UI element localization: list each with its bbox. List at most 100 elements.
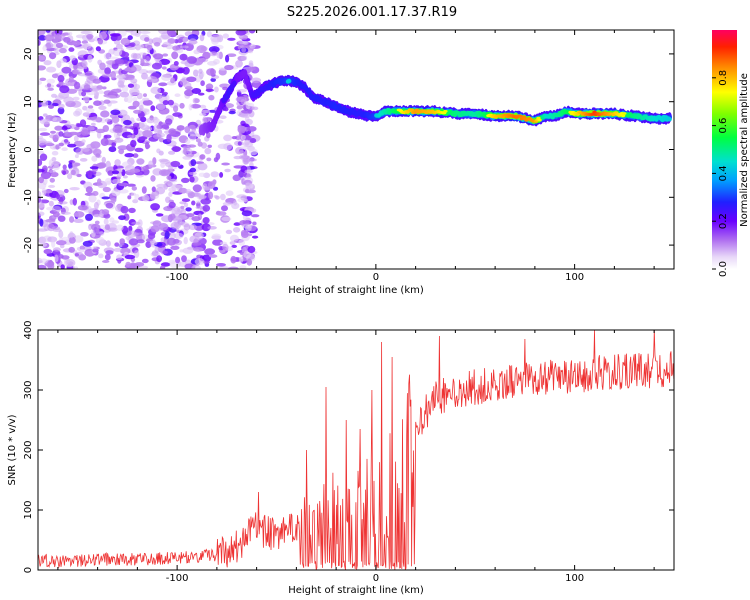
heatmap-noise-blob xyxy=(193,210,204,216)
heatmap-noise-blob xyxy=(80,129,91,136)
heatmap-noise-blob xyxy=(231,136,238,140)
heatmap-noise-blob xyxy=(148,38,153,45)
heatmap-noise-blob xyxy=(39,118,51,125)
heatmap-noise-blob xyxy=(132,153,139,158)
heatmap-noise-blob xyxy=(93,201,99,210)
heatmap-noise-blob xyxy=(54,125,63,131)
heatmap-ridge-cell xyxy=(287,78,292,84)
heatmap-ridge-cell xyxy=(443,109,448,113)
heatmap-noise-blob xyxy=(104,224,110,231)
heatmap-noise-blob xyxy=(111,170,120,175)
heatmap-noise-blob xyxy=(79,249,85,253)
heatmap-noise-blob xyxy=(190,159,197,167)
heatmap-noise-blob xyxy=(153,128,159,134)
heatmap-noise-blob xyxy=(68,236,76,244)
heatmap-noise-blob xyxy=(244,169,253,174)
heatmap-noise-blob xyxy=(147,233,156,240)
heatmap-noise-blob xyxy=(200,198,211,205)
heatmap-noise-blob xyxy=(161,66,167,70)
heatmap-noise-blob xyxy=(222,201,233,206)
heatmap-noise-blob xyxy=(69,216,75,223)
heatmap-noise-blob xyxy=(202,51,211,60)
heatmap-noise-blob xyxy=(158,82,168,87)
heatmap-ytick-label: -20 xyxy=(23,237,34,253)
heatmap-noise-blob xyxy=(130,64,142,72)
heatmap-noise-blob xyxy=(201,223,211,232)
heatmap-ridge-cell xyxy=(667,117,672,122)
heatmap-noise-blob xyxy=(188,38,197,45)
heatmap-noise-blob xyxy=(233,227,241,233)
heatmap-noise-blob xyxy=(219,115,227,119)
heatmap-noise-blob xyxy=(49,169,56,174)
heatmap-noise-blob xyxy=(146,76,158,83)
snr-ytick-label: 400 xyxy=(23,320,34,339)
heatmap-noise-blob xyxy=(104,253,111,261)
heatmap-noise-blob xyxy=(221,162,231,166)
heatmap-noise-blob xyxy=(161,91,168,96)
heatmap-ytick-label: 0 xyxy=(23,146,34,152)
heatmap-noise-blob xyxy=(102,260,110,263)
heatmap-ridge-cell xyxy=(620,114,626,118)
heatmap-noise-blob xyxy=(69,55,76,61)
heatmap-noise-blob xyxy=(199,112,207,117)
heatmap-noise-blob xyxy=(86,143,96,150)
heatmap-ylabel: Frequency (Hz) xyxy=(7,112,18,188)
heatmap-noise-blob xyxy=(130,78,138,84)
heatmap-noise-blob xyxy=(187,148,193,156)
heatmap-noise-blob xyxy=(151,250,159,257)
heatmap-noise-blob xyxy=(38,202,45,209)
heatmap-noise-blob xyxy=(51,161,61,166)
heatmap-noise-blob xyxy=(116,254,123,260)
heatmap-noise-blob xyxy=(60,211,71,215)
heatmap-noise-blob xyxy=(61,66,72,74)
snr-xtick-label: 0 xyxy=(373,573,379,584)
heatmap-noise-blob xyxy=(38,65,46,71)
heatmap-noise-blob xyxy=(138,44,145,49)
heatmap-noise-blob xyxy=(47,87,54,91)
heatmap-noise-blob xyxy=(155,213,164,217)
heatmap-noise-blob xyxy=(238,239,246,246)
heatmap-noise-blob xyxy=(82,240,93,247)
heatmap-noise-blob xyxy=(205,88,214,92)
heatmap-noise-blob xyxy=(72,69,79,75)
heatmap-noise-blob xyxy=(62,164,67,170)
heatmap-noise-blob xyxy=(88,37,95,43)
heatmap-noise-blob xyxy=(43,60,52,66)
heatmap-noise-blob xyxy=(127,35,133,41)
heatmap-noise-blob xyxy=(39,218,44,227)
heatmap-noise-blob xyxy=(107,170,114,176)
heatmap-noise-blob xyxy=(162,250,168,255)
heatmap-noise-blob xyxy=(218,266,230,269)
heatmap-noise-blob xyxy=(81,147,90,152)
heatmap-noise-blob xyxy=(67,173,73,180)
heatmap-noise-blob xyxy=(231,244,237,248)
heatmap-noise-blob xyxy=(68,76,74,83)
heatmap-noise-blob xyxy=(200,142,208,149)
heatmap-noise-blob xyxy=(57,106,65,115)
heatmap-noise-blob xyxy=(166,30,176,36)
heatmap-noise-blob xyxy=(39,77,47,82)
heatmap-noise-blob xyxy=(231,202,240,210)
heatmap-noise-blob xyxy=(68,47,75,52)
heatmap-noise-blob xyxy=(114,40,121,45)
heatmap-noise-blob xyxy=(251,214,260,218)
heatmap-noise xyxy=(38,30,262,269)
heatmap-noise-blob xyxy=(168,191,173,197)
heatmap-noise-blob xyxy=(127,195,132,200)
heatmap-noise-blob xyxy=(223,142,233,151)
heatmap-noise-blob xyxy=(150,86,161,94)
heatmap-noise-blob xyxy=(121,127,127,133)
heatmap-noise-blob xyxy=(252,221,257,226)
heatmap-noise-blob xyxy=(132,100,140,108)
heatmap-noise-blob xyxy=(195,205,205,210)
heatmap-noise-blob xyxy=(236,194,248,199)
heatmap-noise-blob xyxy=(226,53,237,57)
heatmap-noise-blob xyxy=(239,265,247,269)
heatmap-noise-blob xyxy=(103,213,111,219)
heatmap-noise-blob xyxy=(136,92,143,100)
heatmap-noise-blob xyxy=(89,87,101,92)
heatmap-noise-blob xyxy=(224,168,231,173)
heatmap-noise-blob xyxy=(222,33,229,39)
heatmap-noise-blob xyxy=(183,236,188,245)
heatmap-noise-blob xyxy=(43,248,53,255)
